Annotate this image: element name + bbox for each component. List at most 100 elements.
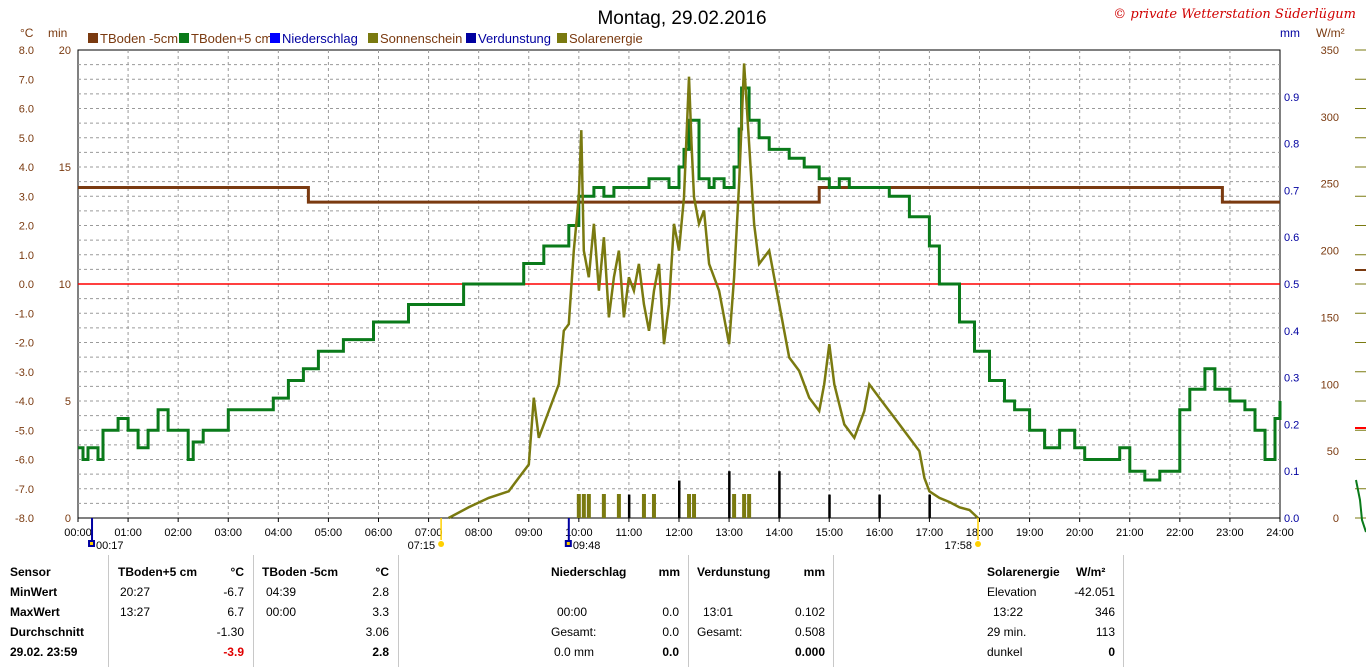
tick-x: 17:00: [916, 527, 944, 539]
chart: °C min mm W/m² 8.0 7.0 6.0 5.0 4.0 3.0 2.0 1.0 0.0 -1…: [15, 7, 1366, 552]
tick-x: 22:00: [1166, 527, 1194, 539]
legend-swatch: [368, 33, 378, 43]
marker-sun: [974, 541, 981, 547]
legend-swatch: [179, 33, 189, 43]
tm5-unit: °C: [375, 565, 389, 579]
axis-unit-min: min: [48, 26, 67, 40]
tick-temp: 4.0: [19, 162, 34, 174]
tick-x: 01:00: [114, 527, 142, 539]
tick-temp: -1.0: [15, 308, 34, 320]
tick-x: 18:00: [966, 527, 994, 539]
tick-x: 14:00: [765, 527, 793, 539]
tm5-min: 2.8: [372, 585, 389, 599]
solar-elev-label: Elevation: [987, 585, 1037, 599]
tick-temp: -3.0: [15, 367, 34, 379]
tick-x: 11:00: [616, 527, 643, 539]
labels-layer: °C min mm W/m² 8.0 7.0 6.0 5.0 4.0 3.0 2.0 1.0 0.0 -1…: [15, 26, 1345, 552]
outer-trend: [1355, 479, 1366, 533]
legend-label: TBoden -5cm: [100, 31, 178, 46]
tick-mm: 0.7: [1284, 185, 1299, 197]
bar-sonnenschein: [747, 494, 752, 518]
bar-verdunstung: [728, 471, 731, 518]
tick-x: 06:00: [365, 527, 393, 539]
verd-time: 13:01: [703, 605, 734, 619]
series-tboden-5cm: [78, 186, 1280, 204]
tick-x: 21:00: [1116, 527, 1144, 539]
tick-x: 10:00: [565, 527, 593, 539]
t5-min: -6.7: [223, 585, 244, 599]
nied-val: 0.0: [662, 605, 679, 619]
axes: [77, 49, 1366, 533]
legend-label: Niederschlag: [282, 31, 358, 46]
minwert-label: MinWert: [10, 585, 58, 599]
nied-total-label: Gesamt:: [551, 625, 597, 639]
solar-elev: -42.051: [1074, 585, 1115, 599]
marker-label: 09:48: [573, 540, 601, 552]
solar-dunkel-label: dunkel: [987, 645, 1023, 659]
legend-swatch: [466, 33, 476, 43]
tm5-max-time: 00:00: [266, 605, 297, 619]
verd-unit: mm: [803, 565, 825, 579]
bar-verdunstung: [778, 471, 781, 518]
nied-mm-label: 0.0 mm: [554, 645, 595, 659]
solar-unit: W/m²: [1076, 565, 1106, 579]
tick-mm: 0.3: [1284, 373, 1299, 385]
legend-swatch: [557, 33, 567, 43]
tick-x: 19:00: [1016, 527, 1044, 539]
tick-x: 04:00: [265, 527, 293, 539]
tick-x: 00:00: [64, 527, 92, 539]
bar-verdunstung: [627, 494, 631, 518]
tm5-current: 2.8: [372, 645, 389, 659]
tick-x: 12:00: [665, 527, 693, 539]
marker-square-inner: [90, 542, 94, 545]
nied-total: 0.0: [662, 625, 679, 639]
bar-sonnenschein: [732, 494, 737, 518]
bar-sonnenschein: [601, 494, 606, 518]
tick-watt: 300: [1321, 112, 1339, 124]
tick-min: 15: [59, 162, 71, 174]
tick-x: 16:00: [866, 527, 894, 539]
tick-watt: 0: [1333, 513, 1339, 525]
tick-mm: 0.5: [1284, 279, 1299, 291]
tick-x: 24:00: [1266, 527, 1294, 539]
verd-head: Verdunstung: [697, 565, 771, 579]
tick-x: 20:00: [1066, 527, 1094, 539]
tick-min: 20: [59, 45, 71, 57]
nied-head: Niederschlag: [551, 565, 627, 579]
t5-avg: -1.30: [216, 625, 244, 639]
tick-temp: -5.0: [15, 425, 34, 437]
solar-dunkel-val: 0: [1108, 645, 1115, 659]
marker-label: 17:58: [944, 540, 972, 552]
legend-label: Sonnenschein: [380, 31, 462, 46]
tick-watt: 150: [1321, 312, 1339, 324]
nied-unit: mm: [658, 565, 680, 579]
copyright: © private Wetterstation Süderlügum: [1113, 7, 1356, 22]
tick-x: 03:00: [214, 527, 242, 539]
tick-temp: 6.0: [19, 104, 34, 116]
t5-current: -3.9: [223, 645, 244, 659]
sensor-label: Sensor: [10, 565, 51, 579]
nied-time: 00:00: [557, 605, 588, 619]
tick-x: 02:00: [164, 527, 192, 539]
tick-x: 07:00: [415, 527, 443, 539]
tick-watt: 250: [1321, 179, 1339, 191]
series-tboden-5-cm: [78, 86, 1282, 482]
bar-sonnenschein: [581, 494, 586, 518]
bar-sonnenschein: [576, 494, 581, 518]
tick-temp: -4.0: [15, 396, 34, 408]
t5-min-time: 20:27: [120, 585, 151, 599]
nied-mm-val: 0.0: [662, 645, 679, 659]
legend-label: Verdunstung: [478, 31, 551, 46]
series-solarenergie: [448, 63, 979, 520]
tick-temp: 0.0: [19, 279, 34, 291]
maxwert-label: MaxWert: [10, 605, 60, 619]
marker-label: 00:17: [96, 540, 124, 552]
solar-max-time: 13:22: [993, 605, 1024, 619]
bar-sonnenschein: [651, 494, 656, 518]
solar-max: 346: [1094, 605, 1115, 619]
legend-label: TBoden+5 cm: [191, 31, 272, 46]
bar-sonnenschein: [586, 494, 591, 518]
tick-temp: 2.0: [19, 221, 34, 233]
tm5-avg: 3.06: [365, 625, 389, 639]
legend-label: Solarenergie: [569, 31, 643, 46]
